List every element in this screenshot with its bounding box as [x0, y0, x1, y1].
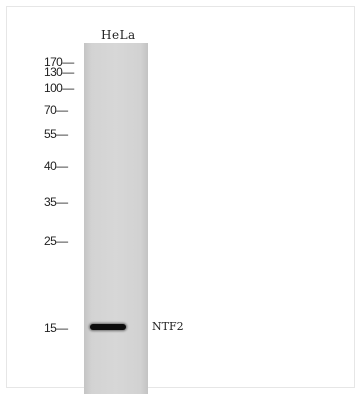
band-label-ntf2: NTF2	[152, 320, 184, 333]
protein-band-ntf2	[90, 324, 126, 330]
lane-label-hela: HeLa	[101, 28, 136, 42]
blot-lane	[84, 43, 148, 394]
marker-15: 15—	[44, 321, 68, 335]
marker-25: 25—	[44, 234, 68, 248]
marker-40: 40—	[44, 159, 68, 173]
marker-100: 100—	[44, 81, 74, 95]
marker-55: 55—	[44, 127, 68, 141]
marker-70: 70—	[44, 103, 68, 117]
figure-frame	[6, 6, 355, 388]
marker-35: 35—	[44, 195, 68, 209]
marker-130: 130—	[44, 65, 74, 79]
marker-170: 170—	[44, 55, 74, 69]
